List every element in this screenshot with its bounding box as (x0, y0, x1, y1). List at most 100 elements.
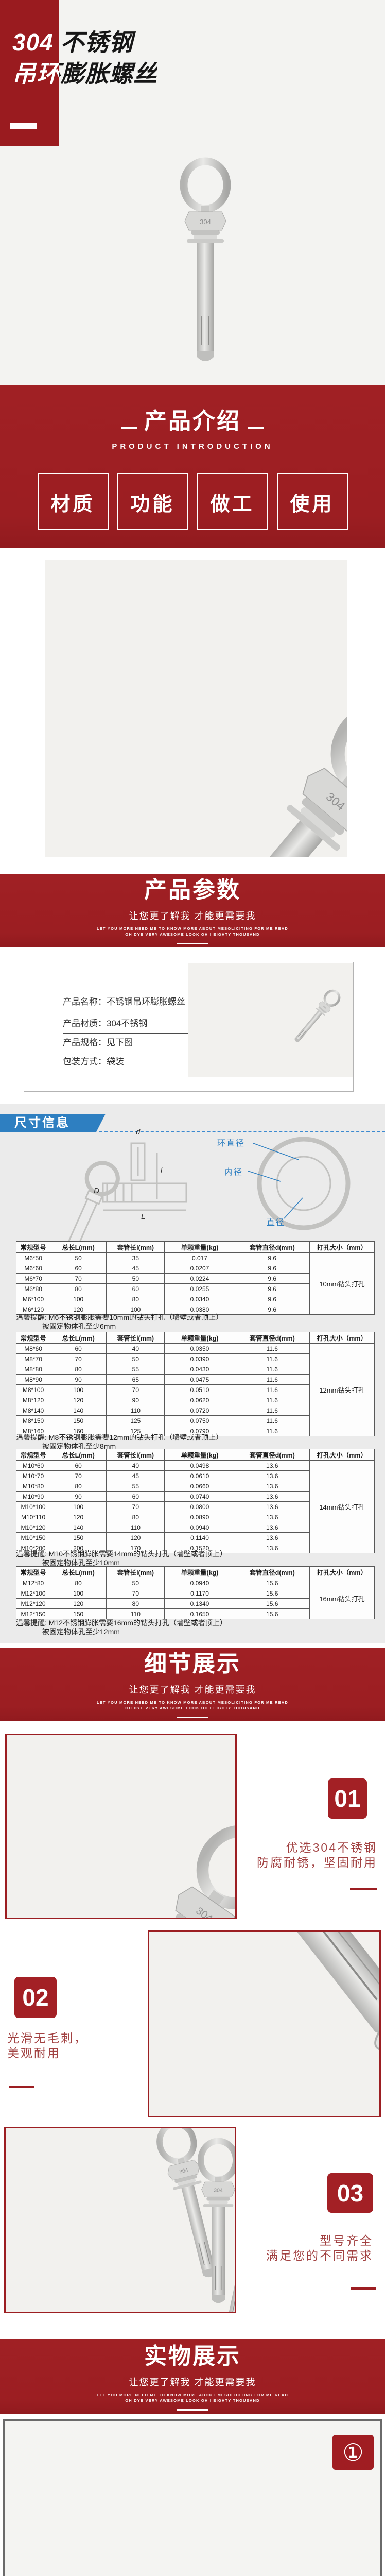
spec-cell: 0.0800 (164, 1501, 235, 1512)
spec-cell: 11.6 (234, 1405, 310, 1416)
spec-cell: 13.6 (234, 1470, 310, 1481)
params-banner-en1: LET YOU MORE NEED ME TO KNOW MORE ABOUT … (96, 926, 289, 931)
param-row-name: 产品名称：不锈钢吊环膨胀螺丝 (63, 994, 203, 1012)
detail-badge-03: 03 (327, 2173, 373, 2213)
spec-cell: 9.6 (234, 1252, 310, 1263)
page-title-line1: 304 不锈钢 (12, 29, 133, 56)
spec-cell: 120 (106, 1532, 165, 1543)
spec-cell: 100 (50, 1588, 107, 1599)
spec-cell: 120 (50, 1304, 107, 1315)
size-info-section: 尺寸信息 (0, 1104, 385, 1643)
spec-col-header: 套管直径d(mm) (234, 1332, 310, 1344)
param-value: 不锈钢吊环膨胀螺丝 (107, 997, 185, 1007)
spec-cell: 9.6 (234, 1273, 310, 1284)
spec-cell: 60 (50, 1460, 107, 1471)
spec-cell: 40 (106, 1460, 165, 1471)
spec-cell: 100 (50, 1294, 107, 1304)
param-label: 包装方式： (63, 1057, 107, 1066)
spec-col-header: 打孔大小（mm） (309, 1566, 375, 1578)
spec-cell: M12*100 (15, 1588, 51, 1599)
caption-line1: 优选304不锈钢 (286, 1841, 377, 1854)
spec-cell: 13.6 (234, 1481, 310, 1492)
feature-box-workmanship: 做工 (197, 473, 268, 530)
detail-dash-1 (350, 1888, 377, 1890)
param-row-packaging: 包装方式：袋装 (63, 1054, 203, 1072)
spec-col-header: 总长L(mm) (50, 1241, 107, 1253)
detail-caption-1: 优选304不锈钢 防腐耐锈，坚固耐用 (257, 1840, 377, 1870)
spec-cell: 0.0660 (164, 1481, 235, 1492)
spec-cell: 9.6 (234, 1304, 310, 1315)
spec-row: M10*70 70 45 0.0610 13.6 (15, 1470, 375, 1481)
spec-row: M10*110 120 80 0.0890 13.6 (15, 1512, 375, 1522)
intro-banner-title-row: 产品介绍 (0, 385, 385, 435)
drill-size-cell: 10mm钻头打孔 (309, 1252, 375, 1315)
closeup-product-photo (45, 560, 347, 857)
caption-line1: 型号齐全 (320, 2234, 373, 2247)
details-banner-dash (177, 1717, 208, 1718)
spec-cell: 0.1140 (164, 1532, 235, 1543)
param-row-spec: 产品规格：见下图 (63, 1035, 203, 1053)
spec-cell: M10*90 (15, 1491, 51, 1502)
header-red-block (0, 0, 59, 146)
spec-cell: 0.0430 (164, 1364, 235, 1375)
dim-label-d: d (136, 1128, 141, 1137)
spec-cell: 11.6 (234, 1395, 310, 1405)
spec-cell: 70 (50, 1470, 107, 1481)
spec-cell: 80 (106, 1294, 165, 1304)
spec-cell: 70 (106, 1384, 165, 1395)
params-banner-en2: OH DYE VERY AWESOME LOOK OH I EIGHTY THO… (125, 932, 260, 937)
params-banner-title: 产品参数 (144, 877, 241, 903)
spec-cell: 9.6 (234, 1283, 310, 1294)
spec-row: M8*150 150 125 0.0750 11.6 (15, 1415, 375, 1426)
spec-cell: M10*80 (15, 1481, 51, 1492)
spec-cell: 0.0390 (164, 1353, 235, 1364)
param-eyebolt-illustration (188, 963, 353, 1077)
drill-size-cell: 16mm钻头打孔 (309, 1578, 375, 1619)
spec-col-header: 常规型号 (15, 1241, 51, 1253)
size-info-header: 尺寸信息 (0, 1114, 106, 1132)
label-ring-diameter: 环直径 (217, 1139, 246, 1148)
spec-cell: 150 (50, 1532, 107, 1543)
spec-cell: 0.0620 (164, 1395, 235, 1405)
spec-cell: 60 (50, 1343, 107, 1354)
spec-cell: 60 (106, 1491, 165, 1502)
spec-cell: 13.6 (234, 1522, 310, 1533)
param-label: 产品名称： (63, 997, 107, 1007)
detail-dash-2 (9, 2086, 34, 2088)
params-banner: 产品参数 让您更了解我 才能更需要我 LET YOU MORE NEED ME … (0, 874, 385, 947)
badge-number: 02 (22, 1984, 49, 2011)
spec-cell: 80 (106, 1512, 165, 1522)
spec-col-header: 打孔大小（mm） (309, 1241, 375, 1253)
spec-cell: M6*80 (15, 1283, 51, 1294)
showcase1-illustration (5, 2421, 380, 2576)
param-table-box: 产品名称：不锈钢吊环膨胀螺丝 产品材质：304不锈钢 产品规格：见下图 包装方式… (24, 962, 354, 1092)
feature-box-row: 材质 功能 做工 使用 (0, 473, 385, 530)
size-info-title: 尺寸信息 (14, 1116, 70, 1130)
spec-cell: M12*80 (15, 1578, 51, 1588)
spec-cell: 60 (106, 1283, 165, 1294)
spec-table-m10: 常规型号 总长L(mm) 套管长l(mm) 单颗重量(kg) 套管直径d(mm) 打孔大小… (15, 1449, 375, 1553)
spec-cell: M8*60 (15, 1343, 51, 1354)
spec-row: M6*100 100 80 0.0340 9.6 (15, 1294, 375, 1304)
detail-dash-3 (351, 2287, 376, 2290)
spec-row: M10*120 140 110 0.0940 13.6 (15, 1522, 375, 1533)
spec-col-header: 单颗重量(kg) (164, 1241, 235, 1253)
spec-cell: 0.0610 (164, 1470, 235, 1481)
spec-cell: 0.0498 (164, 1460, 235, 1471)
spec-cell: M8*90 (15, 1374, 51, 1385)
param-label: 产品规格： (63, 1038, 107, 1047)
spec-cell: M6*120 (15, 1304, 51, 1315)
spec-row: M12*150 150 110 0.1650 15.6 (15, 1608, 375, 1619)
spec-cell: 15.6 (234, 1578, 310, 1588)
param-row-material: 产品材质：304不锈钢 (63, 1016, 203, 1034)
title-left-dash (121, 427, 137, 429)
detail1-illustration (7, 1735, 235, 1918)
showcase-banner-title: 实物展示 (144, 2344, 241, 2369)
title-right-dash (248, 427, 264, 429)
spec-cell: 120 (50, 1512, 107, 1522)
spec-row: M8*70 70 50 0.0390 11.6 (15, 1353, 375, 1364)
spec-cell: 110 (106, 1522, 165, 1533)
spec-cell: 110 (106, 1405, 165, 1416)
drill-size-cell: 14mm钻头打孔 (309, 1460, 375, 1553)
detail-photo-2 (148, 1930, 381, 2117)
